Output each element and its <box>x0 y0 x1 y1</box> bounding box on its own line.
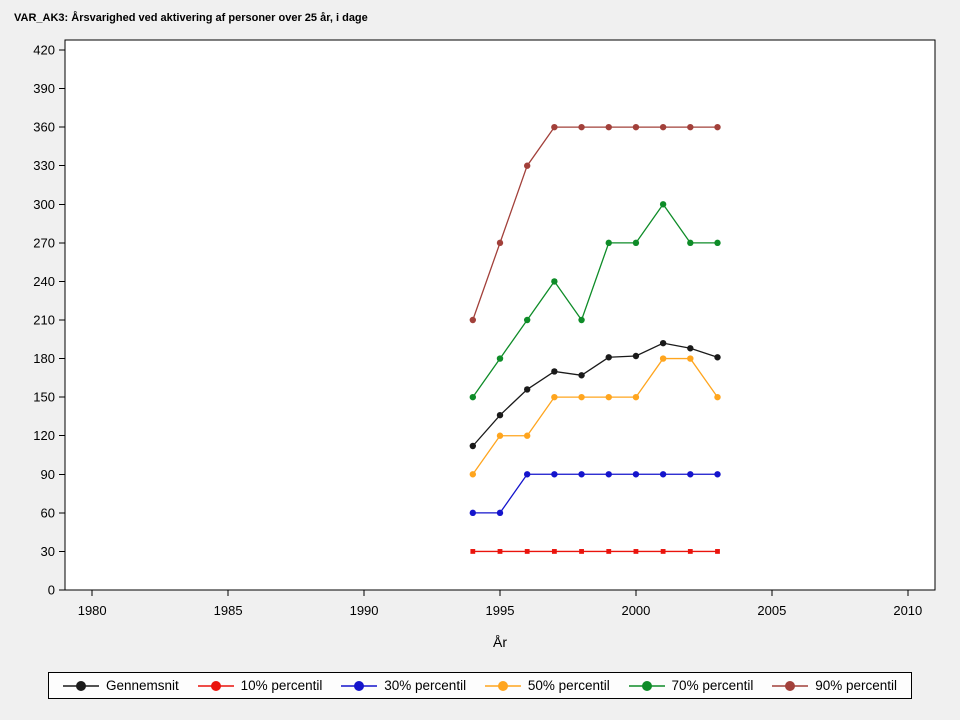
plot-area <box>64 39 936 591</box>
chart-title: VAR_AK3: Årsvarighed ved aktivering af p… <box>14 12 368 24</box>
legend-item-70-percentil: 70% percentil <box>628 678 754 693</box>
legend-label: 90% percentil <box>815 678 897 693</box>
legend-label: 10% percentil <box>240 678 323 693</box>
svg-text:120: 120 <box>33 428 55 443</box>
line-marker-icon <box>628 680 665 691</box>
svg-text:240: 240 <box>33 274 55 289</box>
plot-svg: 0 30 60 90 120 150 180 210 240 270 300 330 360 390 420… <box>33 39 936 650</box>
svg-text:1980: 1980 <box>78 603 107 618</box>
svg-text:300: 300 <box>33 197 55 212</box>
svg-text:330: 330 <box>33 158 55 173</box>
legend-label: 70% percentil <box>671 678 754 693</box>
line-marker-icon <box>63 680 99 691</box>
legend-label: 50% percentil <box>527 678 610 693</box>
svg-text:2005: 2005 <box>757 603 786 618</box>
legend-item-50-percentil: 50% percentil <box>484 678 610 693</box>
line-marker-icon <box>341 680 378 691</box>
legend-label: 30% percentil <box>384 678 467 693</box>
svg-text:150: 150 <box>33 390 55 405</box>
svg-text:1985: 1985 <box>214 603 243 618</box>
svg-text:1995: 1995 <box>486 603 515 618</box>
legend: Gennemsnit 10% percentil 30% percentil 5… <box>48 672 912 699</box>
svg-text:1990: 1990 <box>350 603 379 618</box>
svg-text:390: 390 <box>33 81 55 96</box>
line-marker-icon <box>197 680 234 691</box>
svg-text:210: 210 <box>33 313 55 328</box>
svg-text:180: 180 <box>33 351 55 366</box>
legend-item-30-percentil: 30% percentil <box>341 678 466 693</box>
svg-text:60: 60 <box>41 505 55 520</box>
legend-item-90-percentil: 90% percentil <box>772 678 897 693</box>
svg-text:360: 360 <box>33 120 55 135</box>
line-marker-icon <box>484 680 521 691</box>
legend-item-10-percentil: 10% percentil <box>197 678 323 693</box>
svg-text:270: 270 <box>33 235 55 250</box>
legend-item-gennemsnit: Gennemsnit <box>63 678 179 693</box>
line-marker-icon <box>772 680 809 691</box>
svg-text:2000: 2000 <box>621 603 650 618</box>
legend-label: Gennemsnit <box>106 678 179 693</box>
svg-text:2010: 2010 <box>893 603 922 618</box>
svg-text:90: 90 <box>41 467 55 482</box>
svg-text:År: År <box>493 634 507 650</box>
svg-text:0: 0 <box>48 583 55 598</box>
svg-text:420: 420 <box>33 43 55 58</box>
svg-text:30: 30 <box>41 544 55 559</box>
